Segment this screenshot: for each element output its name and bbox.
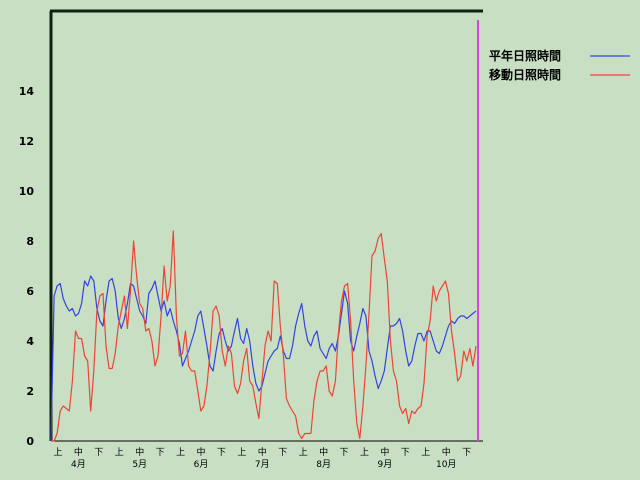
x-month-label: 5月 bbox=[132, 459, 147, 470]
x-period-label: 中 bbox=[258, 446, 267, 458]
x-month-label: 9月 bbox=[378, 459, 393, 470]
x-month-label: 10月 bbox=[436, 459, 456, 470]
x-month-label: 4月 bbox=[71, 459, 86, 470]
series-line-1 bbox=[50, 275, 477, 442]
y-tick-labels: 0 2 4 6 8 10 12 14 bbox=[19, 85, 35, 448]
y-tick-label: 10 bbox=[19, 185, 35, 198]
x-period-label: 下 bbox=[94, 448, 103, 458]
x-period-label: 中 bbox=[196, 446, 205, 458]
x-period-label: 下 bbox=[339, 448, 348, 458]
x-period-label: 上 bbox=[176, 447, 185, 458]
x-period-label: 中 bbox=[74, 446, 83, 458]
x-period-label: 上 bbox=[421, 447, 430, 458]
y-tick-label: 8 bbox=[26, 235, 34, 248]
x-period-label: 上 bbox=[360, 447, 369, 458]
x-period-label: 上 bbox=[237, 447, 246, 458]
series-line-2 bbox=[51, 230, 477, 442]
legend-label-series-1: 平年日照時間 bbox=[489, 48, 561, 63]
series-group bbox=[50, 230, 477, 442]
x-period-label: 中 bbox=[319, 446, 328, 458]
axes bbox=[49, 9, 483, 442]
x-month-label: 7月 bbox=[255, 459, 270, 470]
x-period-label: 上 bbox=[299, 447, 308, 458]
y-tick-label: 6 bbox=[26, 285, 34, 298]
x-period-label: 上 bbox=[53, 447, 62, 458]
legend-label-series-2: 移動日照時間 bbox=[489, 67, 561, 82]
legend: 平年日照時間 移動日照時間 bbox=[489, 48, 630, 82]
x-period-label: 下 bbox=[278, 448, 287, 458]
x-period-label: 下 bbox=[156, 448, 165, 458]
y-tick-label: 4 bbox=[26, 335, 34, 348]
x-period-label: 中 bbox=[135, 446, 144, 458]
x-month-label: 8月 bbox=[316, 459, 331, 470]
x-period-label: 中 bbox=[442, 446, 451, 458]
x-month-label: 6月 bbox=[194, 459, 209, 470]
x-period-label: 下 bbox=[462, 448, 471, 458]
x-period-label: 下 bbox=[401, 448, 410, 458]
y-tick-label: 12 bbox=[19, 135, 34, 148]
y-tick-label: 0 bbox=[26, 435, 34, 448]
y-tick-label: 14 bbox=[19, 85, 35, 98]
x-tick-labels: 上中下4月上中下5月上中下6月上中下7月上中下8月上中下9月上中下10月 bbox=[53, 446, 471, 470]
y-tick-label: 2 bbox=[26, 385, 34, 398]
x-period-label: 中 bbox=[380, 446, 389, 458]
x-period-label: 下 bbox=[217, 448, 226, 458]
x-period-label: 上 bbox=[115, 447, 124, 458]
